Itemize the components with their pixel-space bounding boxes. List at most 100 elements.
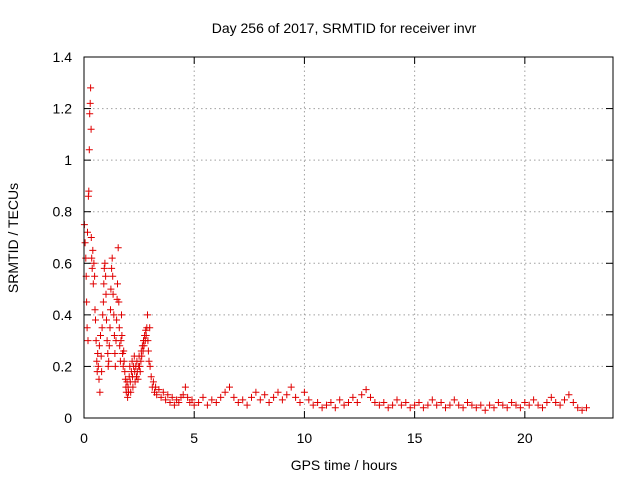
data-point xyxy=(97,352,105,360)
data-point xyxy=(367,393,374,401)
data-point xyxy=(188,396,196,404)
data-point xyxy=(345,399,352,406)
data-point xyxy=(327,399,335,406)
data-point xyxy=(349,393,357,401)
data-point xyxy=(119,362,127,370)
data-point xyxy=(153,391,161,399)
data-point xyxy=(99,311,107,319)
grid xyxy=(84,57,613,418)
data-point xyxy=(239,396,247,404)
x-tick-label: 10 xyxy=(297,430,313,446)
data-point xyxy=(261,391,269,399)
data-point xyxy=(124,393,132,401)
data-point xyxy=(221,388,229,396)
data-point xyxy=(81,239,89,247)
data-point xyxy=(102,272,110,280)
data-point xyxy=(105,357,113,365)
x-tick-label: 20 xyxy=(517,430,533,446)
data-point xyxy=(217,393,225,401)
data-point xyxy=(164,391,172,399)
data-point xyxy=(87,234,95,241)
data-point xyxy=(117,337,125,345)
data-point xyxy=(406,404,414,412)
data-point xyxy=(82,254,90,262)
data-point xyxy=(136,368,144,376)
data-point xyxy=(212,399,220,406)
data-point xyxy=(415,399,423,406)
data-point xyxy=(110,311,118,319)
data-point xyxy=(115,298,123,306)
data-point xyxy=(331,404,339,412)
data-point xyxy=(433,401,441,409)
data-point xyxy=(96,388,104,396)
data-point xyxy=(102,290,110,298)
data-point xyxy=(147,373,155,381)
data-point xyxy=(105,342,113,350)
data-point xyxy=(100,280,108,288)
x-tick-label: 15 xyxy=(407,430,423,446)
data-point xyxy=(574,404,582,412)
data-point xyxy=(459,404,467,412)
data-point xyxy=(543,399,551,406)
data-point xyxy=(226,383,233,391)
data-point xyxy=(144,337,152,345)
x-tick-label: 5 xyxy=(190,430,198,446)
data-point xyxy=(108,264,116,272)
data-point xyxy=(530,396,538,404)
data-point xyxy=(83,324,91,332)
data-point xyxy=(230,393,238,401)
data-point xyxy=(144,347,152,355)
data-point xyxy=(162,396,170,404)
data-point xyxy=(384,404,392,412)
data-point xyxy=(265,399,273,406)
data-point xyxy=(287,383,295,391)
data-point xyxy=(234,399,242,406)
data-point xyxy=(512,401,520,409)
data-point xyxy=(195,399,203,406)
data-point xyxy=(104,350,112,357)
y-tick-label: 0.2 xyxy=(53,358,73,374)
data-point xyxy=(89,280,97,288)
data-point xyxy=(138,352,146,360)
data-point xyxy=(508,399,516,406)
data-point xyxy=(111,350,119,357)
y-tick-label: 0.8 xyxy=(53,204,73,220)
data-point xyxy=(525,401,533,409)
data-point xyxy=(472,404,480,412)
data-point xyxy=(90,259,98,267)
data-point xyxy=(157,393,165,401)
data-point xyxy=(98,368,106,376)
data-point xyxy=(115,324,123,332)
data-point xyxy=(556,401,564,409)
data-point xyxy=(108,254,116,262)
data-point xyxy=(243,401,251,409)
data-point xyxy=(166,399,174,406)
data-point xyxy=(97,332,104,339)
data-point xyxy=(534,401,542,409)
data-point xyxy=(455,401,463,409)
data-point xyxy=(103,337,111,345)
data-point xyxy=(120,357,128,365)
data-point xyxy=(569,399,577,406)
data-point xyxy=(85,146,93,154)
data-point xyxy=(107,285,115,293)
data-point xyxy=(419,404,427,412)
data-point xyxy=(402,399,410,406)
data-point xyxy=(481,406,489,414)
data-point xyxy=(336,396,344,404)
y-tick-label: 0.4 xyxy=(53,307,73,323)
data-point xyxy=(190,401,198,409)
data-point xyxy=(278,396,286,404)
data-point xyxy=(442,404,449,412)
data-point xyxy=(274,388,282,396)
data-point xyxy=(424,401,432,409)
data-point xyxy=(561,396,568,404)
data-point xyxy=(181,383,189,391)
data-point xyxy=(437,399,445,406)
data-point xyxy=(155,386,163,394)
data-point xyxy=(91,272,99,280)
data-point xyxy=(283,391,291,399)
data-point xyxy=(393,396,401,404)
axis-ticks: 0 0.2 0.4 0.6 0.8 1 1.2 1.4 0 5 10 15 20 xyxy=(53,49,613,446)
